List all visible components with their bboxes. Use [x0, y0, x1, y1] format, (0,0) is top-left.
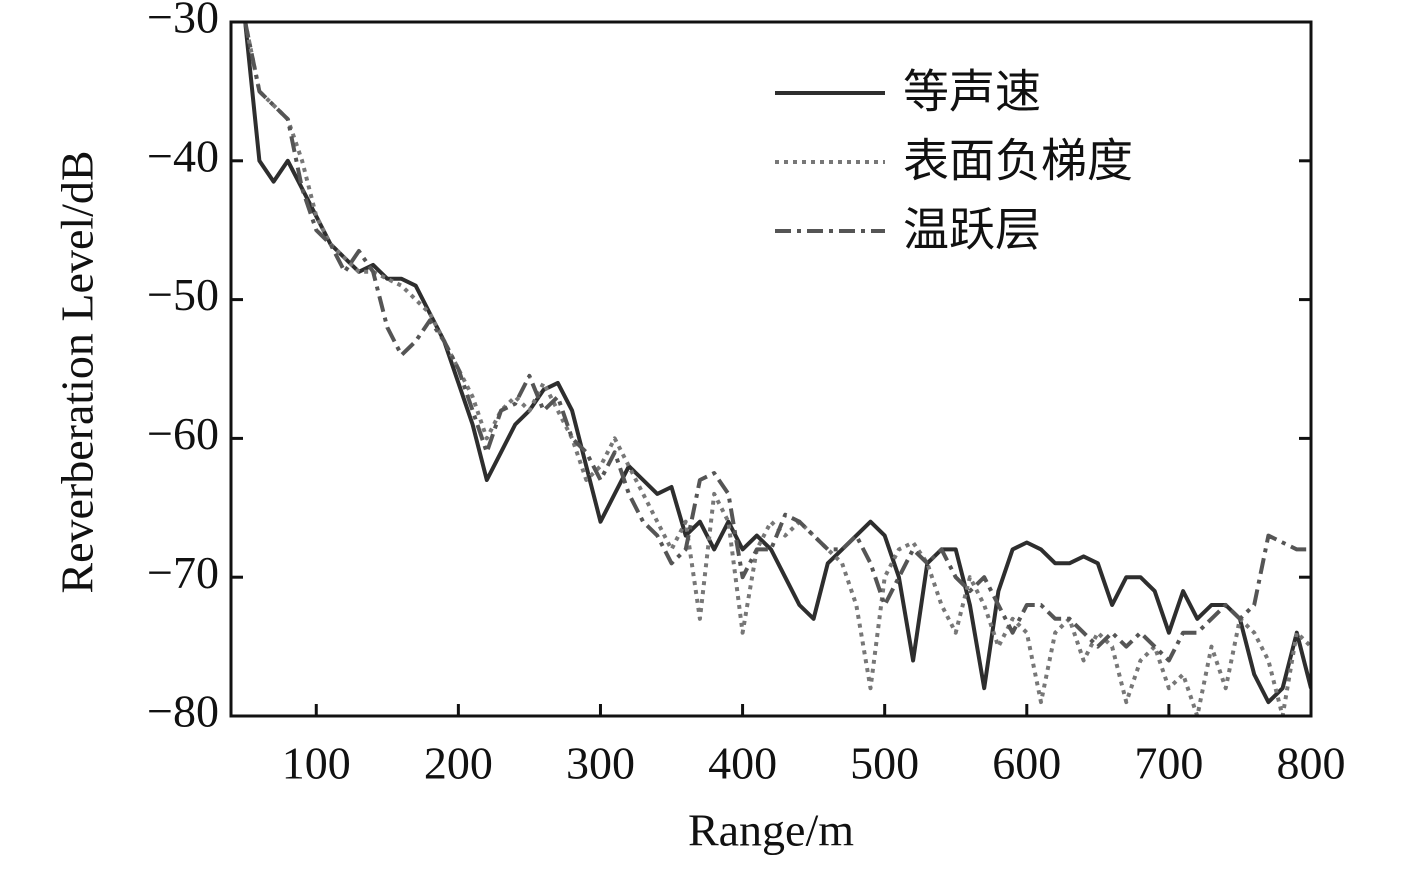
x-tick-label: 800 — [1277, 738, 1346, 789]
y-tick-label: −50 — [147, 269, 219, 320]
line-series — [243, 22, 1311, 705]
plot-frame — [229, 20, 1313, 718]
x-tick-label: 600 — [992, 738, 1061, 789]
line-series — [243, 22, 1311, 716]
legend-label: 等声速 — [903, 67, 1041, 118]
x-tick-label: 300 — [566, 738, 635, 789]
y-tick-label: −80 — [147, 686, 219, 737]
y-tick-label: −70 — [147, 547, 219, 598]
x-tick-label: 400 — [708, 738, 777, 789]
y-tick-label: −60 — [147, 408, 219, 459]
legend-label: 温跃层 — [903, 205, 1041, 256]
x-tick-label: 100 — [282, 738, 351, 789]
x-tick-label: 500 — [850, 738, 919, 789]
x-axis-label: Range/m — [688, 805, 854, 856]
y-tick-label: −30 — [147, 0, 219, 43]
y-axis-label: Reverberation Level/dB — [52, 150, 103, 593]
line-series — [243, 22, 1311, 663]
plot-area — [243, 22, 1311, 716]
legend-label: 表面负梯度 — [903, 136, 1133, 187]
y-tick-label: −40 — [147, 130, 219, 181]
x-tick-label: 700 — [1134, 738, 1203, 789]
x-tick-label: 200 — [424, 738, 493, 789]
